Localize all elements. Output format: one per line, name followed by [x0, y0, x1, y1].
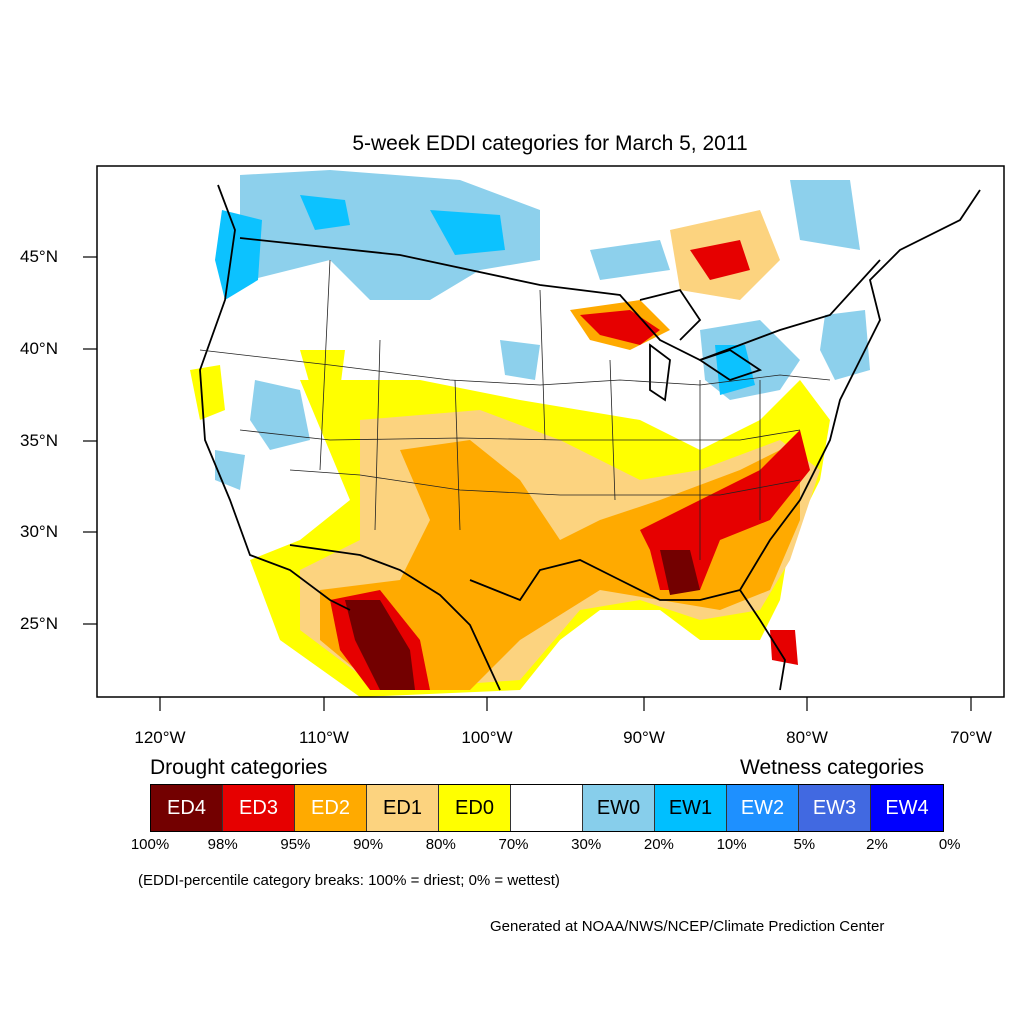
nevada-wet: [250, 380, 310, 450]
lon-label-100: 100°W: [461, 728, 513, 747]
category-legend: ED4 ED3 ED2 ED1 ED0 EW0 EW1 EW2 EW3 EW4: [150, 784, 944, 832]
percentile-break: 20%: [643, 836, 674, 853]
northwest-ed0: [190, 365, 225, 420]
great-lakes-wet: [700, 320, 800, 400]
drought-areas: [190, 210, 830, 697]
canada-border: [239, 237, 881, 361]
percentile-break: 30%: [571, 836, 602, 853]
lat-label-40: 40°N: [20, 339, 58, 358]
legend-swatch-ew1: EW1: [655, 785, 727, 831]
map-title: 5-week EDDI categories for March 5, 2011: [352, 132, 748, 155]
new-england-wet: [820, 310, 870, 380]
credit-line: Generated at NOAA/NWS/NCEP/Climate Predi…: [490, 918, 885, 935]
state-lines: [199, 259, 831, 560]
boundaries: [199, 184, 981, 691]
percentile-break: 70%: [498, 836, 529, 853]
percentile-break: 95%: [280, 836, 311, 853]
legend-swatch-ed1: ED1: [367, 785, 439, 831]
alabama-ed4: [660, 550, 700, 595]
lon-label-70: 70°W: [950, 728, 992, 747]
percentile-break: 0%: [938, 836, 961, 853]
lon-label-110: 110°W: [299, 728, 349, 747]
quebec-ed3: [690, 240, 750, 280]
category-note: (EDDI-percentile category breaks: 100% =…: [138, 872, 560, 889]
california-wet: [215, 450, 245, 490]
florida-ed3: [770, 630, 798, 665]
ontario-wet: [790, 180, 860, 250]
percentile-break: 100%: [130, 836, 170, 853]
washington-wet: [215, 210, 262, 300]
legend-swatch-ed4: ED4: [151, 785, 223, 831]
lat-label-35: 35°N: [20, 431, 58, 450]
mexico-ed4: [345, 600, 415, 690]
legend-swatch-ew2: EW2: [727, 785, 799, 831]
legend-swatch-ew3: EW3: [799, 785, 871, 831]
drought-heading: Drought categories: [150, 756, 328, 779]
lon-label-80: 80°W: [786, 728, 828, 747]
map-frame: [96, 165, 1005, 698]
legend-swatch-ew0: EW0: [583, 785, 655, 831]
lon-label-90: 90°W: [623, 728, 665, 747]
percentile-break: 10%: [716, 836, 747, 853]
michigan-wet: [715, 345, 755, 395]
legend-swatch-ew4: EW4: [871, 785, 943, 831]
legend-swatch-normal: [511, 785, 583, 831]
percentile-break: 98%: [207, 836, 238, 853]
legend-swatch-ed0: ED0: [439, 785, 511, 831]
idaho-ed0: [300, 350, 345, 390]
mexico-border: [289, 544, 501, 691]
ticks: [83, 256, 972, 711]
lat-label-45: 45°N: [20, 247, 58, 266]
dakota-wet: [590, 240, 670, 280]
lat-label-30: 30°N: [20, 522, 58, 541]
lat-label-25: 25°N: [20, 614, 58, 633]
percentile-break: 5%: [793, 836, 816, 853]
montana-wet: [430, 210, 505, 255]
percentile-break: 90%: [353, 836, 384, 853]
iowa-wet: [500, 340, 540, 380]
lon-label-120: 120°W: [134, 728, 186, 747]
great-lakes: [639, 288, 763, 402]
percentile-break: 80%: [425, 836, 456, 853]
north-idaho-wet: [300, 195, 350, 230]
legend-swatch-ed3: ED3: [223, 785, 295, 831]
wetness-heading: Wetness categories: [740, 756, 925, 779]
legend-swatch-ed2: ED2: [295, 785, 367, 831]
percentile-break: 2%: [866, 836, 888, 853]
coastline: [199, 184, 981, 691]
